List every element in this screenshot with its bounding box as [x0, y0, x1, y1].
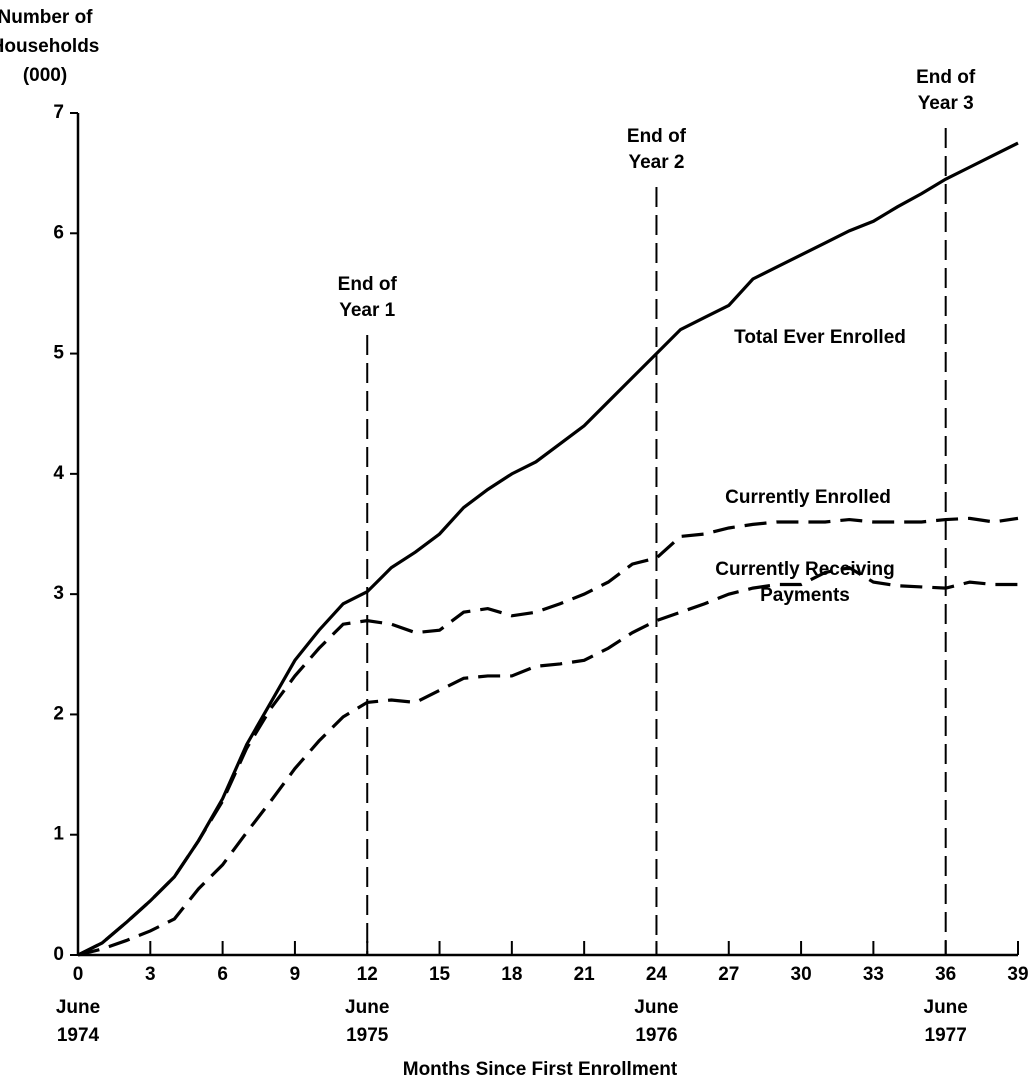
series-line — [77, 565, 1018, 957]
x-tick-label: 18 — [501, 964, 522, 985]
y-tick-label: 0 — [53, 944, 64, 965]
x-period-year: 1975 — [346, 1025, 389, 1046]
y-axis-title: Number of — [0, 7, 93, 28]
x-period-year: 1976 — [635, 1025, 677, 1046]
x-tick-label: 15 — [429, 964, 451, 985]
x-tick-label: 30 — [791, 964, 812, 985]
x-tick-label: 33 — [863, 964, 884, 985]
x-tick-label: 36 — [935, 964, 956, 985]
x-period-month: June — [56, 997, 100, 1018]
series-line — [77, 516, 1019, 957]
annotation-text: End of — [627, 126, 687, 147]
x-period-month: June — [634, 997, 678, 1018]
series-line — [77, 141, 1019, 957]
x-tick-label: 12 — [357, 964, 378, 985]
x-tick-label: 6 — [217, 964, 228, 985]
series-label: Currently Enrolled — [725, 487, 891, 508]
x-period-month: June — [924, 997, 968, 1018]
y-tick-label: 3 — [53, 583, 64, 604]
x-tick-label: 21 — [574, 964, 596, 985]
x-axis-label: Months Since First Enrollment — [403, 1059, 678, 1080]
series-label: Total Ever Enrolled — [734, 327, 906, 348]
x-tick-label: 9 — [290, 964, 301, 985]
x-period-year: 1974 — [57, 1025, 100, 1046]
annotation-text: End of — [916, 67, 976, 88]
y-tick-label: 5 — [53, 343, 64, 364]
annotation-text: Year 1 — [339, 300, 395, 321]
x-tick-label: 3 — [145, 964, 156, 985]
y-tick-label: 6 — [53, 222, 64, 243]
y-tick-label: 2 — [53, 703, 64, 724]
y-tick-label: 1 — [53, 824, 64, 845]
y-axis-title: Households — [0, 36, 99, 57]
y-axis-title: (000) — [23, 65, 67, 86]
x-period-year: 1977 — [925, 1025, 967, 1046]
series-label: Currently Receiving Payments — [715, 559, 895, 606]
x-tick-label: 39 — [1007, 964, 1028, 985]
y-tick-label: 4 — [53, 463, 64, 484]
x-period-month: June — [345, 997, 389, 1018]
annotation-text: Year 2 — [628, 152, 684, 173]
x-tick-label: 0 — [73, 964, 84, 985]
x-tick-label: 24 — [646, 964, 668, 985]
annotation-text: End of — [338, 274, 398, 295]
y-tick-label: 7 — [53, 102, 64, 123]
x-tick-label: 27 — [718, 964, 739, 985]
annotation-text: Year 3 — [918, 93, 974, 114]
